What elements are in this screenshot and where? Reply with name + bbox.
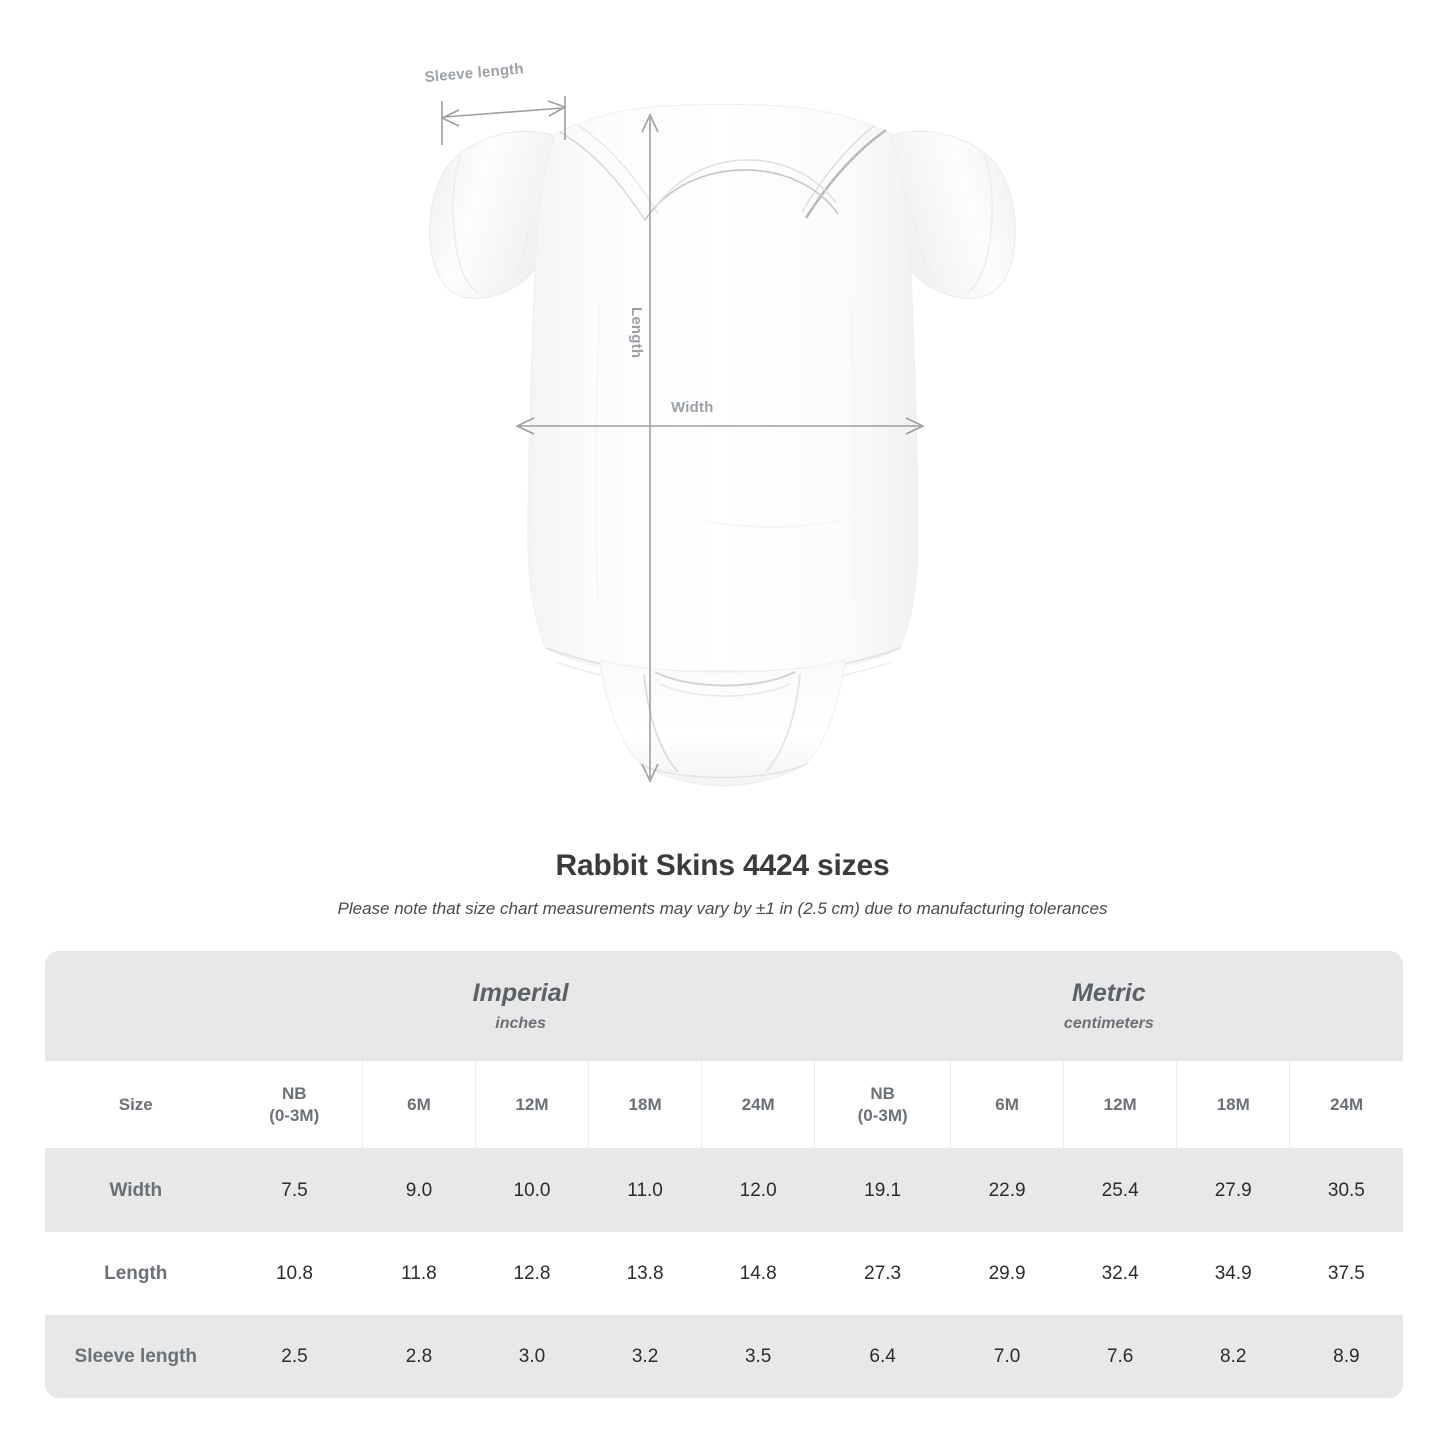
size-header-metric-24m: 24M [1289, 1061, 1403, 1149]
table-row: Sleeve length 2.5 2.8 3.0 3.2 3.5 6.4 7.… [45, 1315, 1403, 1398]
cell-sleeve-metric-nb: 6.4 [814, 1315, 951, 1398]
cell-length-metric-24m: 37.5 [1289, 1232, 1403, 1315]
table-row: Width 7.5 9.0 10.0 11.0 12.0 19.1 22.9 2… [45, 1148, 1403, 1232]
length-dimension-label: Length [628, 307, 645, 359]
cell-width-metric-18m: 27.9 [1176, 1148, 1290, 1232]
cell-width-imperial-6m: 9.0 [362, 1148, 476, 1232]
unit-group-imperial-sub: inches [495, 1014, 546, 1032]
cell-sleeve-imperial-18m: 3.2 [588, 1315, 702, 1398]
cell-sleeve-imperial-24m: 3.5 [701, 1315, 815, 1398]
size-header-corner: Size [45, 1061, 227, 1149]
table-row: Length 10.8 11.8 12.8 13.8 14.8 27.3 29.… [45, 1232, 1403, 1315]
unit-group-metric: Metric centimeters [814, 951, 1403, 1061]
size-header-metric-12m: 12M [1063, 1061, 1177, 1149]
garment-illustration-panel: Sleeve length Width Length [424, 60, 1016, 787]
size-chart-table-wrapper: Imperial inches Metric centimeters Size … [45, 951, 1403, 1398]
unit-group-metric-sub: centimeters [1063, 1014, 1154, 1032]
cell-sleeve-metric-24m: 8.9 [1289, 1315, 1403, 1398]
cell-sleeve-imperial-12m: 3.0 [475, 1315, 589, 1398]
unit-group-header-row: Imperial inches Metric centimeters [45, 951, 1403, 1061]
size-header-imperial-nb-sub: (0-3M) [269, 1105, 320, 1125]
bodysuit-diagram-svg [429, 96, 1016, 787]
left-sleeve-shape [429, 130, 558, 299]
unit-group-imperial-name: Imperial [472, 978, 569, 1007]
size-header-metric-nb-label: NB [870, 1083, 895, 1103]
cell-length-metric-nb: 27.3 [814, 1232, 951, 1315]
size-header-metric-nb-sub: (0-3M) [857, 1105, 908, 1125]
cell-width-imperial-18m: 11.0 [588, 1148, 702, 1232]
cell-width-imperial-12m: 10.0 [475, 1148, 589, 1232]
size-header-imperial-nb-label: NB [281, 1083, 307, 1103]
cell-length-imperial-24m: 14.8 [701, 1232, 815, 1315]
cell-sleeve-metric-18m: 8.2 [1176, 1315, 1290, 1398]
cell-length-imperial-6m: 11.8 [362, 1232, 476, 1315]
title-block: Rabbit Skins 4424 sizes Please note that… [0, 848, 1445, 920]
size-header-imperial-18m: 18M [588, 1061, 702, 1149]
cell-length-imperial-18m: 13.8 [588, 1232, 702, 1315]
cell-length-metric-18m: 34.9 [1176, 1232, 1290, 1315]
cell-width-metric-12m: 25.4 [1063, 1148, 1177, 1232]
row-label-length: Length [45, 1232, 227, 1315]
unit-group-metric-name: Metric [1072, 978, 1146, 1007]
size-header-row: Size NB (0-3M) 6M 12M 18M 24M NB (0-3M) … [45, 1061, 1403, 1149]
size-chart-table: Imperial inches Metric centimeters Size … [45, 951, 1403, 1398]
cell-length-metric-12m: 32.4 [1063, 1232, 1177, 1315]
cell-width-imperial-24m: 12.0 [701, 1148, 815, 1232]
body-shape [527, 104, 919, 689]
cell-width-metric-6m: 22.9 [950, 1148, 1064, 1232]
cell-length-metric-6m: 29.9 [950, 1232, 1064, 1315]
size-header-imperial-nb: NB (0-3M) [226, 1061, 363, 1149]
crotch-snap-panel [599, 659, 846, 787]
size-header-imperial-6m: 6M [361, 1061, 476, 1149]
unit-row-corner-cell [45, 951, 227, 1061]
cell-sleeve-metric-6m: 7.0 [950, 1315, 1064, 1398]
row-label-sleeve-length: Sleeve length [45, 1315, 227, 1398]
width-dimension-label: Width [671, 399, 714, 416]
size-header-metric-18m: 18M [1176, 1061, 1290, 1149]
length-dimension-line [641, 113, 659, 783]
cell-length-imperial-nb: 10.8 [226, 1232, 363, 1315]
right-sleeve-shape [887, 130, 1016, 299]
width-dimension-line [515, 417, 925, 435]
size-header-metric-nb: NB (0-3M) [814, 1061, 951, 1149]
page-title: Rabbit Skins 4424 sizes [555, 849, 890, 882]
cell-sleeve-metric-12m: 7.6 [1063, 1315, 1177, 1398]
cell-width-imperial-nb: 7.5 [226, 1148, 363, 1232]
size-header-metric-6m: 6M [950, 1061, 1064, 1149]
unit-group-imperial: Imperial inches [226, 951, 815, 1061]
size-header-imperial-24m: 24M [701, 1061, 815, 1149]
sleeve-dimension-line [440, 96, 567, 145]
tolerance-note: Please note that size chart measurements… [337, 899, 1108, 918]
cell-width-metric-nb: 19.1 [814, 1148, 951, 1232]
row-label-width: Width [45, 1148, 227, 1232]
cell-length-imperial-12m: 12.8 [475, 1232, 589, 1315]
cell-sleeve-imperial-nb: 2.5 [226, 1315, 363, 1398]
cell-sleeve-imperial-6m: 2.8 [362, 1315, 476, 1398]
size-header-imperial-12m: 12M [474, 1061, 589, 1149]
cell-width-metric-24m: 30.5 [1289, 1148, 1403, 1232]
